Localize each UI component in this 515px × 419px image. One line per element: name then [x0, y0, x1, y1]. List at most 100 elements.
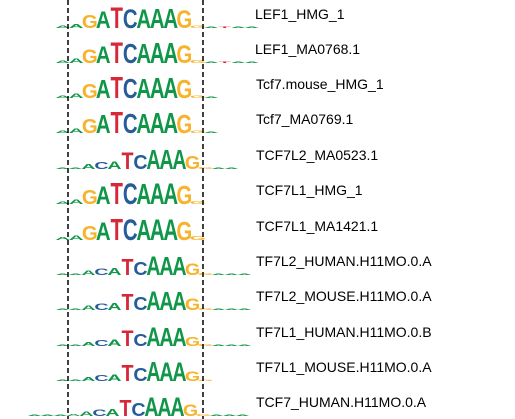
logo-letter-a: A — [211, 167, 225, 169]
logo-letter-a: A — [204, 131, 219, 133]
logo-letter-a: A — [159, 357, 173, 387]
logo-letter-c: C — [123, 178, 138, 211]
logo-letter-g: G — [190, 200, 206, 205]
logo-letter-a: A — [69, 24, 84, 30]
motif-label: LEF1_HMG_1 — [255, 6, 345, 22]
logo-letter-a: A — [55, 344, 69, 346]
logo-letter-c: C — [123, 109, 138, 140]
logo-letter-g: G — [185, 260, 200, 278]
logo-letter-a: A — [81, 305, 96, 312]
motif-label: TF7L1_MOUSE.H11MO.0.A — [256, 359, 432, 375]
logo-letter-a: A — [231, 61, 246, 63]
logo-letter-a: A — [211, 273, 225, 275]
logo-letter-g: G — [82, 222, 98, 245]
logo-letter-a: A — [55, 95, 70, 99]
logo-letter-a: A — [69, 199, 84, 206]
logo-letter-a: A — [136, 39, 151, 70]
motif-label-column: LEF1_HMG_1 LEF1_MA0768.1 Tcf7.mouse_HMG_1 T… — [255, 6, 432, 410]
logo-letter-a: A — [150, 178, 165, 211]
logo-letter-c: C — [123, 74, 138, 105]
logo-letter-a: A — [107, 338, 121, 348]
logo-letter-a: A — [224, 344, 238, 346]
logo-letter-a: A — [68, 344, 82, 346]
logo-letter-a: A — [81, 342, 95, 348]
logo-letter-a: A — [159, 145, 173, 176]
logo-letter-g: G — [82, 12, 98, 33]
logo-letter-t: T — [121, 147, 134, 174]
logo-letter-c: C — [94, 302, 108, 312]
logo-letter-a: A — [96, 6, 111, 33]
logo-letter-g: G — [198, 379, 213, 381]
logo-letter-a: A — [136, 74, 151, 105]
logo-letter-a: A — [96, 110, 111, 139]
logo-letter-a: A — [146, 145, 160, 176]
logo-letter-a: A — [107, 160, 121, 171]
logo-letter-c: C — [131, 401, 145, 419]
logo-letter-a: A — [68, 308, 82, 310]
logo-letter-a: A — [55, 308, 69, 310]
logo-letter-g: G — [82, 81, 98, 103]
logo-letter-a: A — [55, 60, 70, 64]
logo-letter-a: A — [224, 308, 238, 310]
logo-letter-a: A — [211, 308, 225, 310]
logo-letter-a: A — [224, 273, 238, 275]
motif-label: TCF7_HUMAN.H11MO.0.A — [256, 394, 427, 410]
logo-letter-a: A — [237, 273, 251, 275]
logo-letter-a: A — [81, 163, 96, 171]
motif-label: TCF7L1_HMG_1 — [256, 182, 363, 198]
motif-label: TF7L2_MOUSE.H11MO.0.A — [256, 288, 432, 304]
logo-letter-t: T — [111, 37, 124, 70]
logo-letter-g: G — [190, 130, 206, 134]
logo-letter-a: A — [144, 392, 158, 419]
logo-letter-a: A — [55, 167, 69, 169]
logo-letter-c: C — [123, 214, 138, 247]
logo-letter-g: G — [185, 154, 200, 174]
logo-letter-a: A — [172, 286, 186, 315]
logo-letter-c: C — [133, 152, 147, 175]
logo-letter-c: C — [133, 295, 147, 315]
logo-letter-a: A — [96, 75, 111, 104]
logo-letter-a: A — [172, 145, 186, 176]
logo-letter-c: C — [133, 366, 147, 386]
logo-letter-g: G — [176, 40, 192, 68]
logo-letter-g: G — [82, 116, 98, 138]
logo-letter-a: A — [159, 286, 173, 315]
logo-letter-a: A — [68, 379, 82, 381]
logo-letter-a: A — [55, 236, 70, 241]
logo-letter-a: A — [81, 377, 95, 383]
logo-letter-g: G — [176, 110, 192, 139]
logo-letter-a: A — [172, 357, 186, 387]
logo-letter-a: A — [172, 322, 186, 351]
logo-letter-a: A — [209, 414, 223, 416]
logo-letter-a: A — [105, 408, 119, 419]
logo-letter-a: A — [107, 267, 121, 278]
logo-letter-a: A — [107, 302, 121, 313]
logo-letter-g: G — [183, 401, 198, 419]
logo-letter-a: A — [55, 379, 69, 381]
logo-letter-a: A — [96, 217, 111, 245]
logo-letter-a: A — [150, 74, 165, 105]
logo-letter-a: A — [55, 273, 69, 275]
logo-letter-a: A — [231, 26, 246, 28]
logo-letter-g: G — [198, 308, 213, 311]
logo-letter-g: G — [198, 273, 213, 276]
logo-letter-g: G — [176, 6, 192, 33]
logo-letter-a: A — [157, 392, 171, 419]
logo-letter-a: A — [237, 344, 251, 346]
logo-letter-c: C — [94, 339, 108, 348]
logo-letter-a: A — [163, 214, 178, 247]
logo-letter-a: A — [146, 251, 160, 281]
logo-letter-a: A — [55, 201, 70, 205]
logo-letter-g: G — [176, 217, 192, 246]
logo-letter-g: G — [190, 95, 206, 99]
logo-letter-t: T — [122, 253, 134, 280]
logo-letter-t: T — [120, 394, 132, 419]
logo-letter-g: G — [82, 187, 98, 209]
logo-letter-t: T — [111, 105, 124, 140]
